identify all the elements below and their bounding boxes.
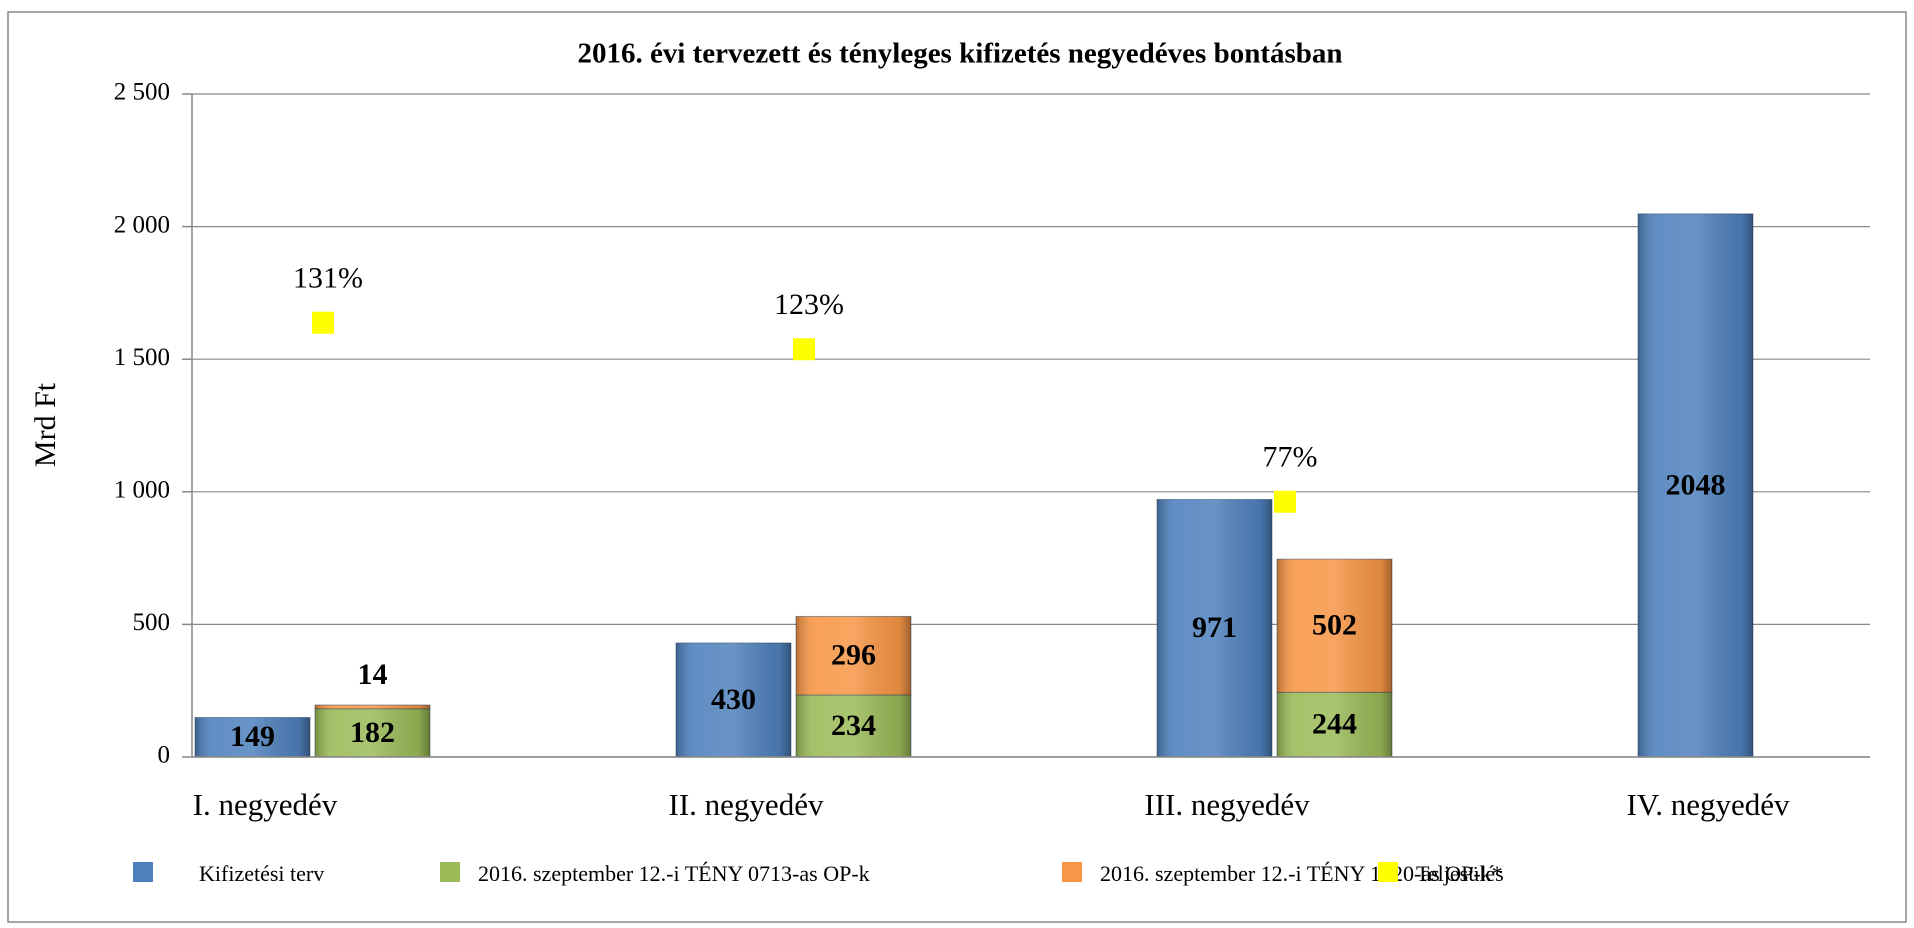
point: [1274, 490, 1296, 513]
x-tick-label: II. negyedév: [669, 787, 824, 822]
data-label: 77%: [1263, 441, 1318, 474]
data-label: 131%: [293, 262, 363, 295]
data-label: 430: [711, 683, 756, 716]
bar-shade: [796, 694, 911, 757]
y-tick-label: 0: [158, 742, 171, 769]
point: [312, 311, 334, 334]
legend-label: 2016. szeptember 12.-i TÉNY 1420-as OP-k…: [1100, 861, 1503, 886]
y-axis-label: Mrd Ft: [29, 382, 62, 467]
chart-frame: [7, 11, 1907, 923]
x-tick-label: III. negyedév: [1144, 787, 1310, 822]
legend-swatch: [1062, 862, 1082, 882]
point: [793, 338, 815, 361]
y-tick-label: 2 500: [114, 79, 170, 106]
data-label: 149: [230, 720, 275, 753]
y-tick-label: 1 500: [114, 344, 170, 371]
bar-shade: [315, 705, 430, 709]
data-label: 502: [1312, 609, 1357, 642]
data-label: 234: [831, 709, 876, 742]
data-label: 971: [1192, 611, 1237, 644]
y-tick-label: 500: [133, 609, 171, 636]
bar-shade: [1277, 692, 1392, 757]
bar-shade: [1638, 213, 1753, 757]
legend-swatch: [440, 862, 460, 882]
y-tick-label: 1 000: [114, 477, 170, 504]
data-label: 182: [350, 716, 395, 749]
x-tick-label: IV. negyedév: [1627, 787, 1790, 822]
data-label: 14: [358, 658, 388, 691]
data-label: 296: [831, 639, 876, 672]
legend-swatch: [1378, 862, 1398, 882]
bar-shade: [195, 717, 310, 757]
x-tick-label: I. negyedév: [193, 787, 338, 822]
legend-label: Kifizetési terv: [199, 861, 324, 886]
y-tick-label: 2 000: [114, 211, 170, 238]
bar-shade: [676, 642, 791, 757]
bar-shade: [1277, 559, 1392, 693]
legend-swatch: [133, 862, 153, 882]
data-label: 244: [1312, 708, 1357, 741]
bar-shade: [796, 616, 911, 695]
legend-label: Teljesülés: [1416, 861, 1504, 886]
legend-label: 2016. szeptember 12.-i TÉNY 0713-as OP-k: [478, 861, 870, 886]
chart-title: 2016. évi tervezett és tényleges kifizet…: [577, 38, 1342, 70]
data-label: 123%: [774, 288, 844, 321]
bar-shade: [1157, 499, 1272, 757]
data-label: 2048: [1666, 468, 1726, 501]
bar-shade: [315, 708, 430, 757]
